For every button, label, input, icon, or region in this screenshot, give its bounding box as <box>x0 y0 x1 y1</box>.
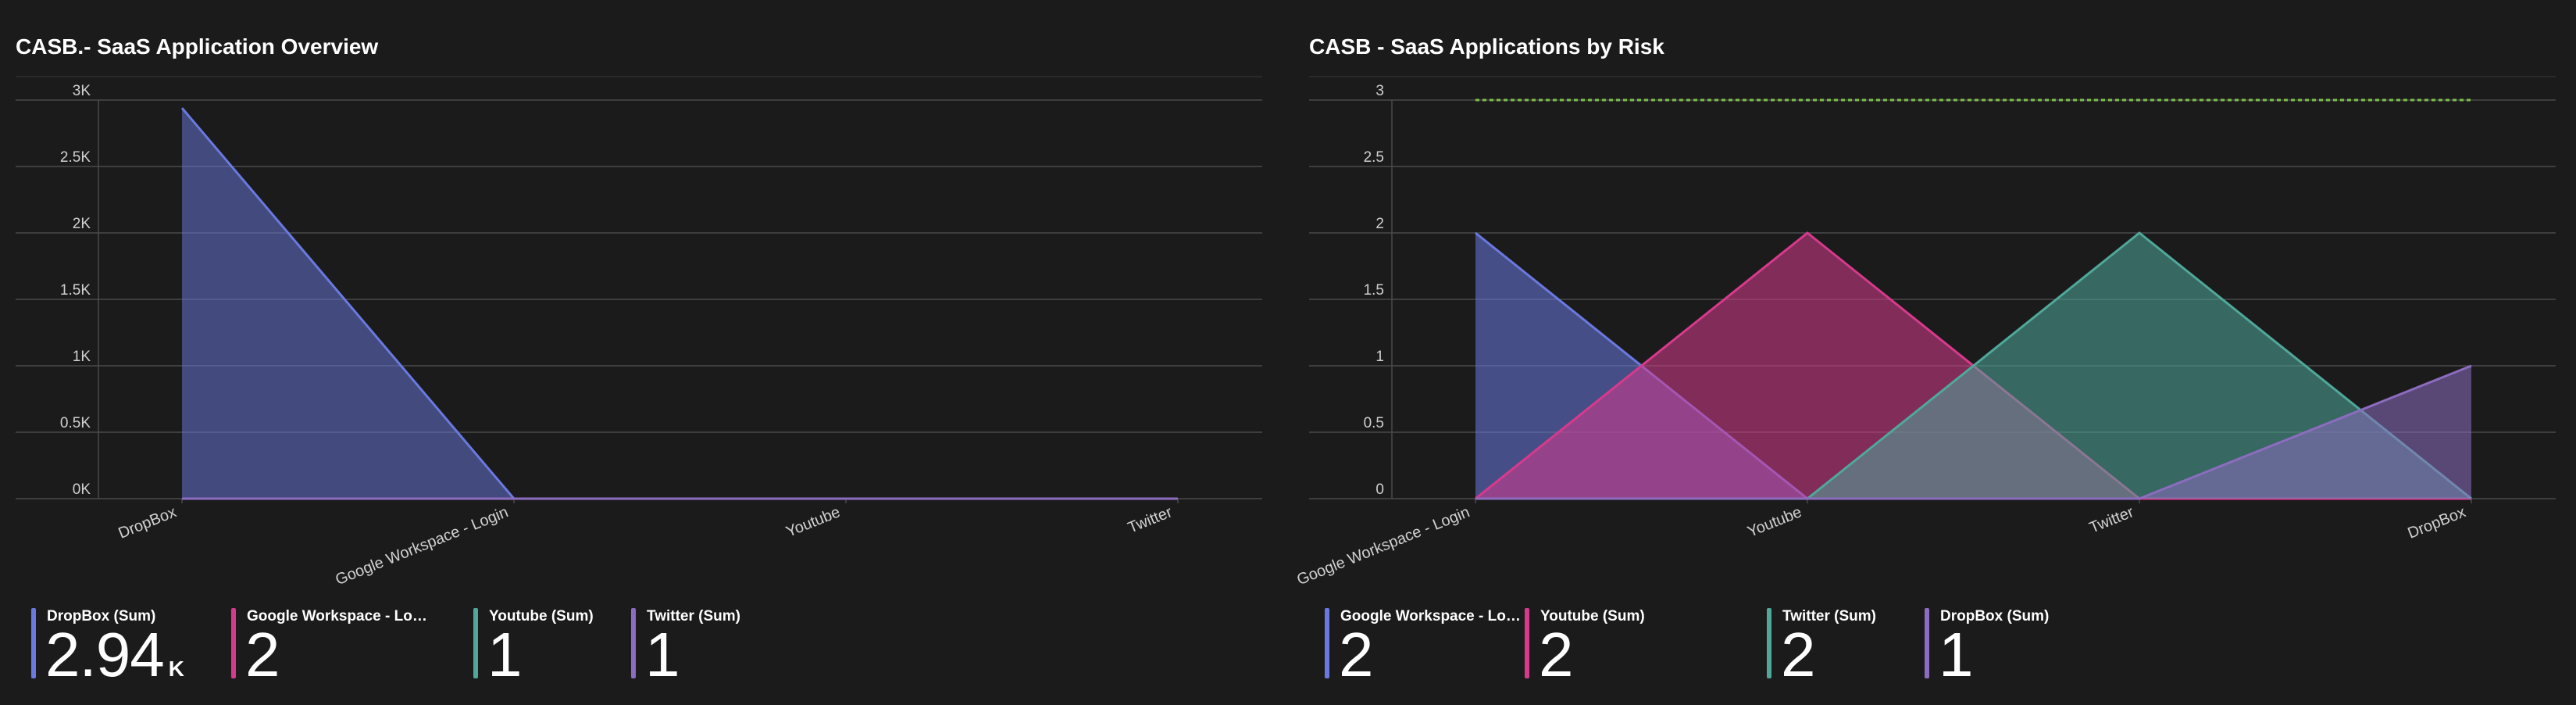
y-tick-label: 0.5 <box>1364 415 1384 431</box>
y-tick-label: 0 <box>1375 481 1384 498</box>
y-tick-label: 0K <box>73 481 91 498</box>
legend-color-swatch <box>1767 608 1771 678</box>
chart-panel-risk: CASB - SaaS Applications by Risk 0 0.5 1 1.… <box>1293 0 2559 705</box>
legend-color-swatch <box>1325 608 1329 678</box>
legend-color-swatch <box>631 608 636 678</box>
legend-series-value: 1 <box>1939 624 1973 686</box>
series-line-4 <box>1475 364 2472 500</box>
legend-series-value: 1 <box>487 624 522 686</box>
legend-value-number: 1 <box>1939 620 1973 689</box>
x-tick-label: Twitter <box>1126 503 1175 537</box>
risk-area-chart: 0 0.5 1 1.5 2 2.5 3 Google Workspace - Login You… <box>1294 76 2556 589</box>
legend-color-swatch <box>231 608 236 678</box>
x-tick-label: Youtube <box>1745 503 1804 541</box>
legend-series-value: 2 <box>1339 624 1373 686</box>
legend-value-number: 1 <box>487 620 522 689</box>
chart-panel-overview: CASB.- SaaS Application Overview 0K 0.5K 1… <box>0 0 1265 705</box>
y-tick-label: 1K <box>73 349 91 365</box>
legend-series-value: 2 <box>1539 624 1573 686</box>
legend-color-swatch <box>1525 608 1529 678</box>
y-tick-label: 2.5K <box>60 149 91 166</box>
legend-value-number: 1 <box>645 620 680 689</box>
legend-value-number: 2.94 <box>45 620 165 689</box>
legend-color-swatch <box>31 608 36 678</box>
x-tick-label: Twitter <box>2087 503 2136 537</box>
x-tick-label: Google Workspace - Login <box>1294 503 1472 589</box>
y-tick-label: 1.5 <box>1364 282 1384 299</box>
x-tick-label: Google Workspace - Login <box>333 503 510 589</box>
legend-value-unit: K <box>168 657 184 681</box>
x-tick-label: DropBox <box>116 503 178 542</box>
legend-value-number: 2 <box>1781 620 1815 689</box>
legend-series-value: 2 <box>245 624 280 686</box>
legend-series-value: 1 <box>645 624 680 686</box>
y-tick-label: 3 <box>1375 83 1384 99</box>
series-area-1 <box>182 108 1178 499</box>
x-tick-label: Youtube <box>783 503 843 541</box>
y-tick-label: 2K <box>73 216 91 232</box>
legend-color-swatch <box>473 608 478 678</box>
x-tick-label: DropBox <box>2405 503 2467 542</box>
y-tick-label: 2.5 <box>1364 149 1384 166</box>
y-tick-label: 2 <box>1375 216 1384 232</box>
chart-title: CASB.- SaaS Application Overview <box>16 34 379 59</box>
y-tick-label: 3K <box>73 83 91 99</box>
legend-color-swatch <box>1925 608 1929 678</box>
y-tick-label: 1.5K <box>60 282 91 299</box>
legend-series-value: 2.94 K <box>45 624 184 700</box>
legend-value-number: 2 <box>1339 620 1373 689</box>
legend-series-value: 2 <box>1781 624 1815 686</box>
chart-title: CASB - SaaS Applications by Risk <box>1309 34 1664 59</box>
legend-value-number: 2 <box>245 620 280 689</box>
y-tick-label: 0.5K <box>60 415 91 431</box>
overview-area-chart: 0K 0.5K 1K 1.5K 2K 2.5K 3K DropBox Google Worksp… <box>16 76 1262 589</box>
y-tick-label: 1 <box>1375 349 1384 365</box>
legend-value-number: 2 <box>1539 620 1573 689</box>
